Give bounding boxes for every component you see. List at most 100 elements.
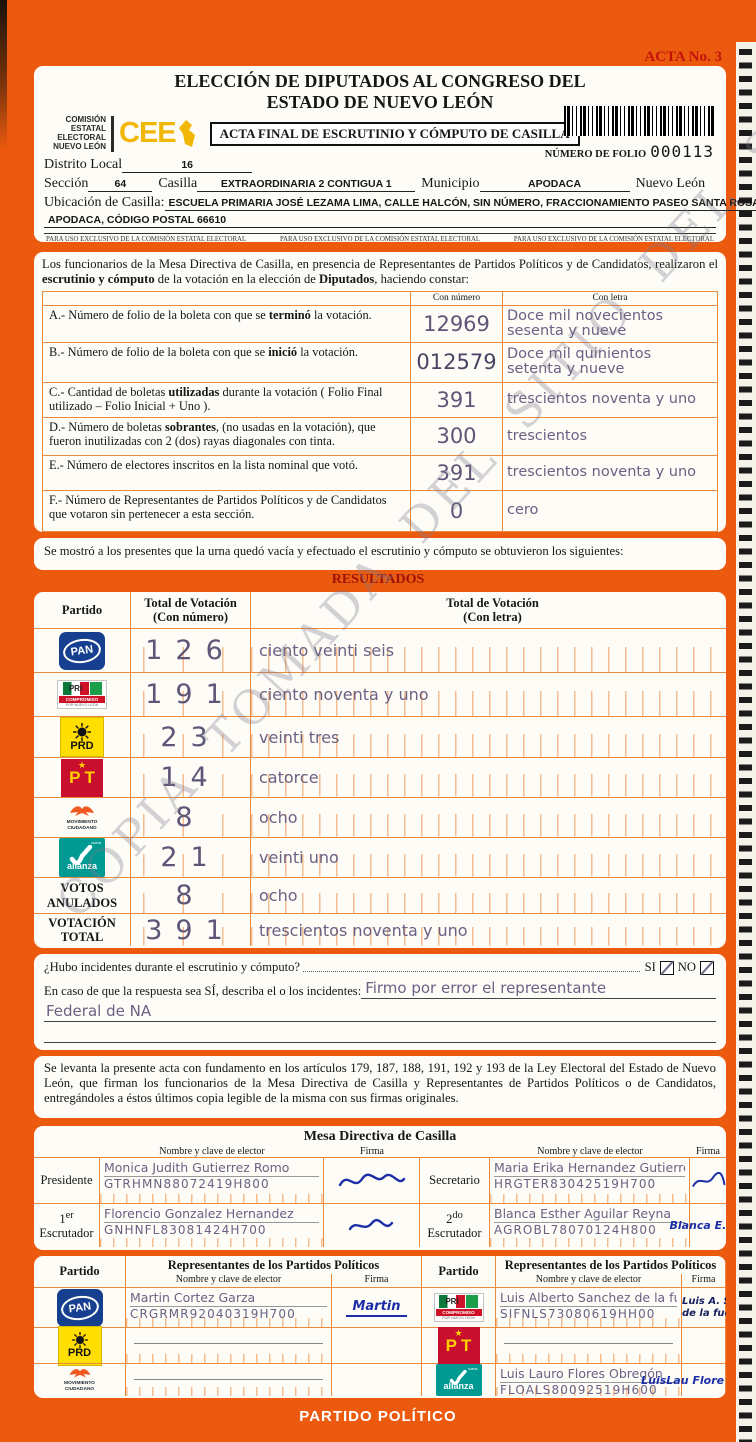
pri-rep-name-cell: Luis Alberto Sanchez de la fuente SIFNLS… bbox=[496, 1287, 682, 1327]
no-label: NO bbox=[677, 960, 696, 974]
intro-paragraph: Los funcionarios de la Mesa Directiva de… bbox=[42, 257, 718, 287]
tally-words-d: trescientos bbox=[507, 427, 588, 444]
pri-rep-firma-line2: de la fuente bbox=[682, 1307, 726, 1319]
pri-rep-clave: SIFNLS73080619HH00 bbox=[500, 1307, 656, 1321]
na-rep-firma: LuisLau Flore Obreg bbox=[641, 1373, 726, 1387]
reps-title-right: Representantes de los Partidos Políticos bbox=[496, 1256, 726, 1274]
votes-pt-number: 14 bbox=[160, 762, 221, 793]
tally-label-e: E.- Número de electores inscritos en la … bbox=[43, 454, 411, 490]
resultados-title: RESULTADOS bbox=[331, 572, 425, 587]
presidente-clave: GTRHMN88072419H800 bbox=[104, 1177, 270, 1191]
tally-words-b: Doce mil quinientos setenta y nueve bbox=[507, 346, 652, 378]
presidente-name-cell: Monica Judith Gutierrez Romo GTRHMN88072… bbox=[100, 1157, 324, 1203]
estado-label: Nuevo León bbox=[635, 175, 706, 191]
reps-title-left: Representantes de los Partidos Políticos bbox=[126, 1256, 422, 1274]
casilla-value: EXTRAORDINARIA 2 CONTIGUA 1 bbox=[197, 178, 416, 192]
col-con-numero: Con número bbox=[411, 291, 503, 305]
page-title-line1: ELECCIÓN DE DIPUTADOS AL CONGRESO DEL bbox=[174, 71, 586, 91]
folio-number: NÚMERO DE FOLIO 000113 bbox=[544, 142, 714, 161]
pan-rep-nombre: Martin Cortez Garza bbox=[130, 1290, 327, 1307]
escrutador1-nombre: Florencio Gonzalez Hernandez bbox=[104, 1206, 319, 1223]
pt-rep-firma-cell-empty bbox=[682, 1327, 726, 1363]
prd-sun-icon bbox=[71, 1332, 88, 1348]
incidents-question-row: ¿Hubo incidentes durante el escrutinio y… bbox=[44, 960, 716, 975]
tally-words-e: trescientos noventa y uno bbox=[507, 464, 697, 481]
votes-pan-words: ciento veinti seis bbox=[259, 641, 395, 660]
tally-num-d: 300 bbox=[436, 424, 477, 449]
secretario-firma-cell bbox=[690, 1157, 726, 1203]
votes-mc-words: ocho bbox=[259, 808, 298, 827]
urna-note: Se mostró a los presentes que la urna qu… bbox=[44, 544, 624, 558]
prd-logo-icon: PRD bbox=[60, 717, 104, 757]
pan-logo-icon: PAN bbox=[56, 1288, 103, 1327]
na-check-icon bbox=[449, 1369, 467, 1385]
pt-logo-icon: P ★ T bbox=[61, 758, 103, 797]
col-total-letra: Total de Votación (Con letra) bbox=[446, 595, 539, 624]
tally-label-d: D.- Número de boletas sobrantes, (no usa… bbox=[43, 416, 411, 455]
prd-rep-firma-cell-empty bbox=[332, 1327, 422, 1363]
role-escrutador2: 2do Escrutador bbox=[420, 1203, 490, 1247]
dotted-leader bbox=[303, 971, 640, 972]
votes-prd-words: veinti tres bbox=[259, 727, 340, 747]
cee-org-name: COMISIÓN ESTATAL ELECTORAL NUEVO LEÓN bbox=[53, 115, 106, 151]
votes-prd-number: 23 bbox=[160, 721, 221, 753]
prd-sun-icon bbox=[73, 722, 91, 741]
pan-rep-name-cell: Martin Cortez Garza CRGRMR92040319H700 bbox=[126, 1287, 332, 1327]
incidents-describe-row: En caso de que la respuesta sea SÍ, desc… bbox=[44, 979, 716, 999]
tally-words-c: trescientos noventa y uno bbox=[507, 391, 697, 408]
col-partido: Partido bbox=[34, 592, 131, 628]
bottom-bar-label: PARTIDO POLÍTICO bbox=[299, 1408, 457, 1425]
secretario-name-cell: Maria Erika Hernandez Gutierrez HRGTER83… bbox=[490, 1157, 690, 1203]
pan-rep-clave: CRGRMR92040319H700 bbox=[130, 1307, 296, 1321]
incidents-text-line1: Firmo por error el representante bbox=[361, 979, 716, 999]
incidents-prompt: En caso de que la respuesta sea SÍ, desc… bbox=[44, 984, 362, 998]
escrutador1-name-cell: Florencio Gonzalez Hernandez GNHNFL83081… bbox=[100, 1203, 324, 1247]
secretario-nombre: Maria Erika Hernandez Gutierrez bbox=[494, 1160, 685, 1177]
votes-pri-words: ciento noventa y uno bbox=[259, 685, 429, 704]
tally-card: Los funcionarios de la Mesa Directiva de… bbox=[34, 252, 726, 532]
results-card: Partido Total de Votación (Con número) To… bbox=[34, 592, 726, 948]
tally-words-a: Doce mil novecientos sesenta y nueve bbox=[507, 307, 664, 339]
legal-text: Se levanta la presente acta con fundamen… bbox=[44, 1061, 716, 1106]
votes-pri-number: 191 bbox=[145, 679, 236, 710]
urna-note-card: Se mostró a los presentes que la urna qu… bbox=[34, 538, 726, 570]
si-checkbox[interactable] bbox=[659, 961, 674, 975]
reps-col-partido-right: Partido bbox=[422, 1256, 496, 1287]
municipio-value: APODACA bbox=[479, 178, 630, 192]
reps-col-firma-left: Firma bbox=[332, 1274, 422, 1287]
mc-eagle-icon bbox=[70, 806, 94, 816]
col-nombre-clave-left: Nombre y clave de elector bbox=[159, 1146, 265, 1157]
tally-num-f: 0 bbox=[449, 498, 464, 523]
na-check-icon bbox=[69, 844, 93, 865]
mesa-column-headers: Nombre y clave de elector Firma Nombre y… bbox=[34, 1146, 726, 1157]
votes-pt-words: catorce bbox=[259, 768, 319, 787]
role-secretario: Secretario bbox=[420, 1157, 490, 1203]
presidente-nombre: Monica Judith Gutierrez Romo bbox=[104, 1160, 319, 1177]
binding-holes bbox=[739, 49, 752, 1442]
reps-col-firma-right: Firma bbox=[682, 1274, 726, 1287]
prd-rep-name-cell-empty bbox=[126, 1327, 332, 1363]
votes-na-words: veinti uno bbox=[259, 848, 339, 867]
ubicacion-row2: APODACA, CÓDIGO POSTAL 66610 bbox=[44, 214, 716, 228]
votes-na-number: 21 bbox=[160, 842, 221, 873]
pan-rep-firma-cell: Martin bbox=[332, 1287, 422, 1327]
incidents-text-line2: Federal de NA bbox=[44, 1002, 716, 1022]
escrutador1-clave: GNHNFL83081424H700 bbox=[104, 1223, 267, 1237]
incidents-blank-line bbox=[44, 1025, 716, 1043]
tally-num-c: 391 bbox=[436, 387, 477, 412]
reps-col-partido-left: Partido bbox=[34, 1256, 126, 1287]
votos-anulados-label: VOTOS ANULADOS bbox=[46, 881, 118, 910]
uso-exclusivo-row: PARA USO EXCLUSIVO DE LA COMISIÓN ESTATA… bbox=[44, 232, 716, 243]
tally-label-a: A.- Número de folio de la boleta con que… bbox=[43, 304, 411, 342]
role-escrutador1: 1er Escrutador bbox=[34, 1203, 100, 1247]
signature-scribble bbox=[338, 1173, 405, 1186]
tally-words-f: cero bbox=[507, 502, 539, 519]
col-firma-left: Firma bbox=[360, 1146, 384, 1157]
pri-compromiso-logo-icon: PRI COMPROMISO POR NUEVO LEÓN bbox=[433, 1293, 484, 1322]
escrutador2-clave: AGROBL78070124H800 bbox=[494, 1223, 657, 1237]
reps-col-nombre-right: Nombre y clave de elector bbox=[496, 1274, 682, 1287]
no-checkbox[interactable] bbox=[700, 961, 714, 975]
legal-card: Se levanta la presente acta con fundamen… bbox=[34, 1056, 726, 1118]
na-rep-nombre: Luis Lauro Flores Obregón bbox=[500, 1366, 677, 1383]
